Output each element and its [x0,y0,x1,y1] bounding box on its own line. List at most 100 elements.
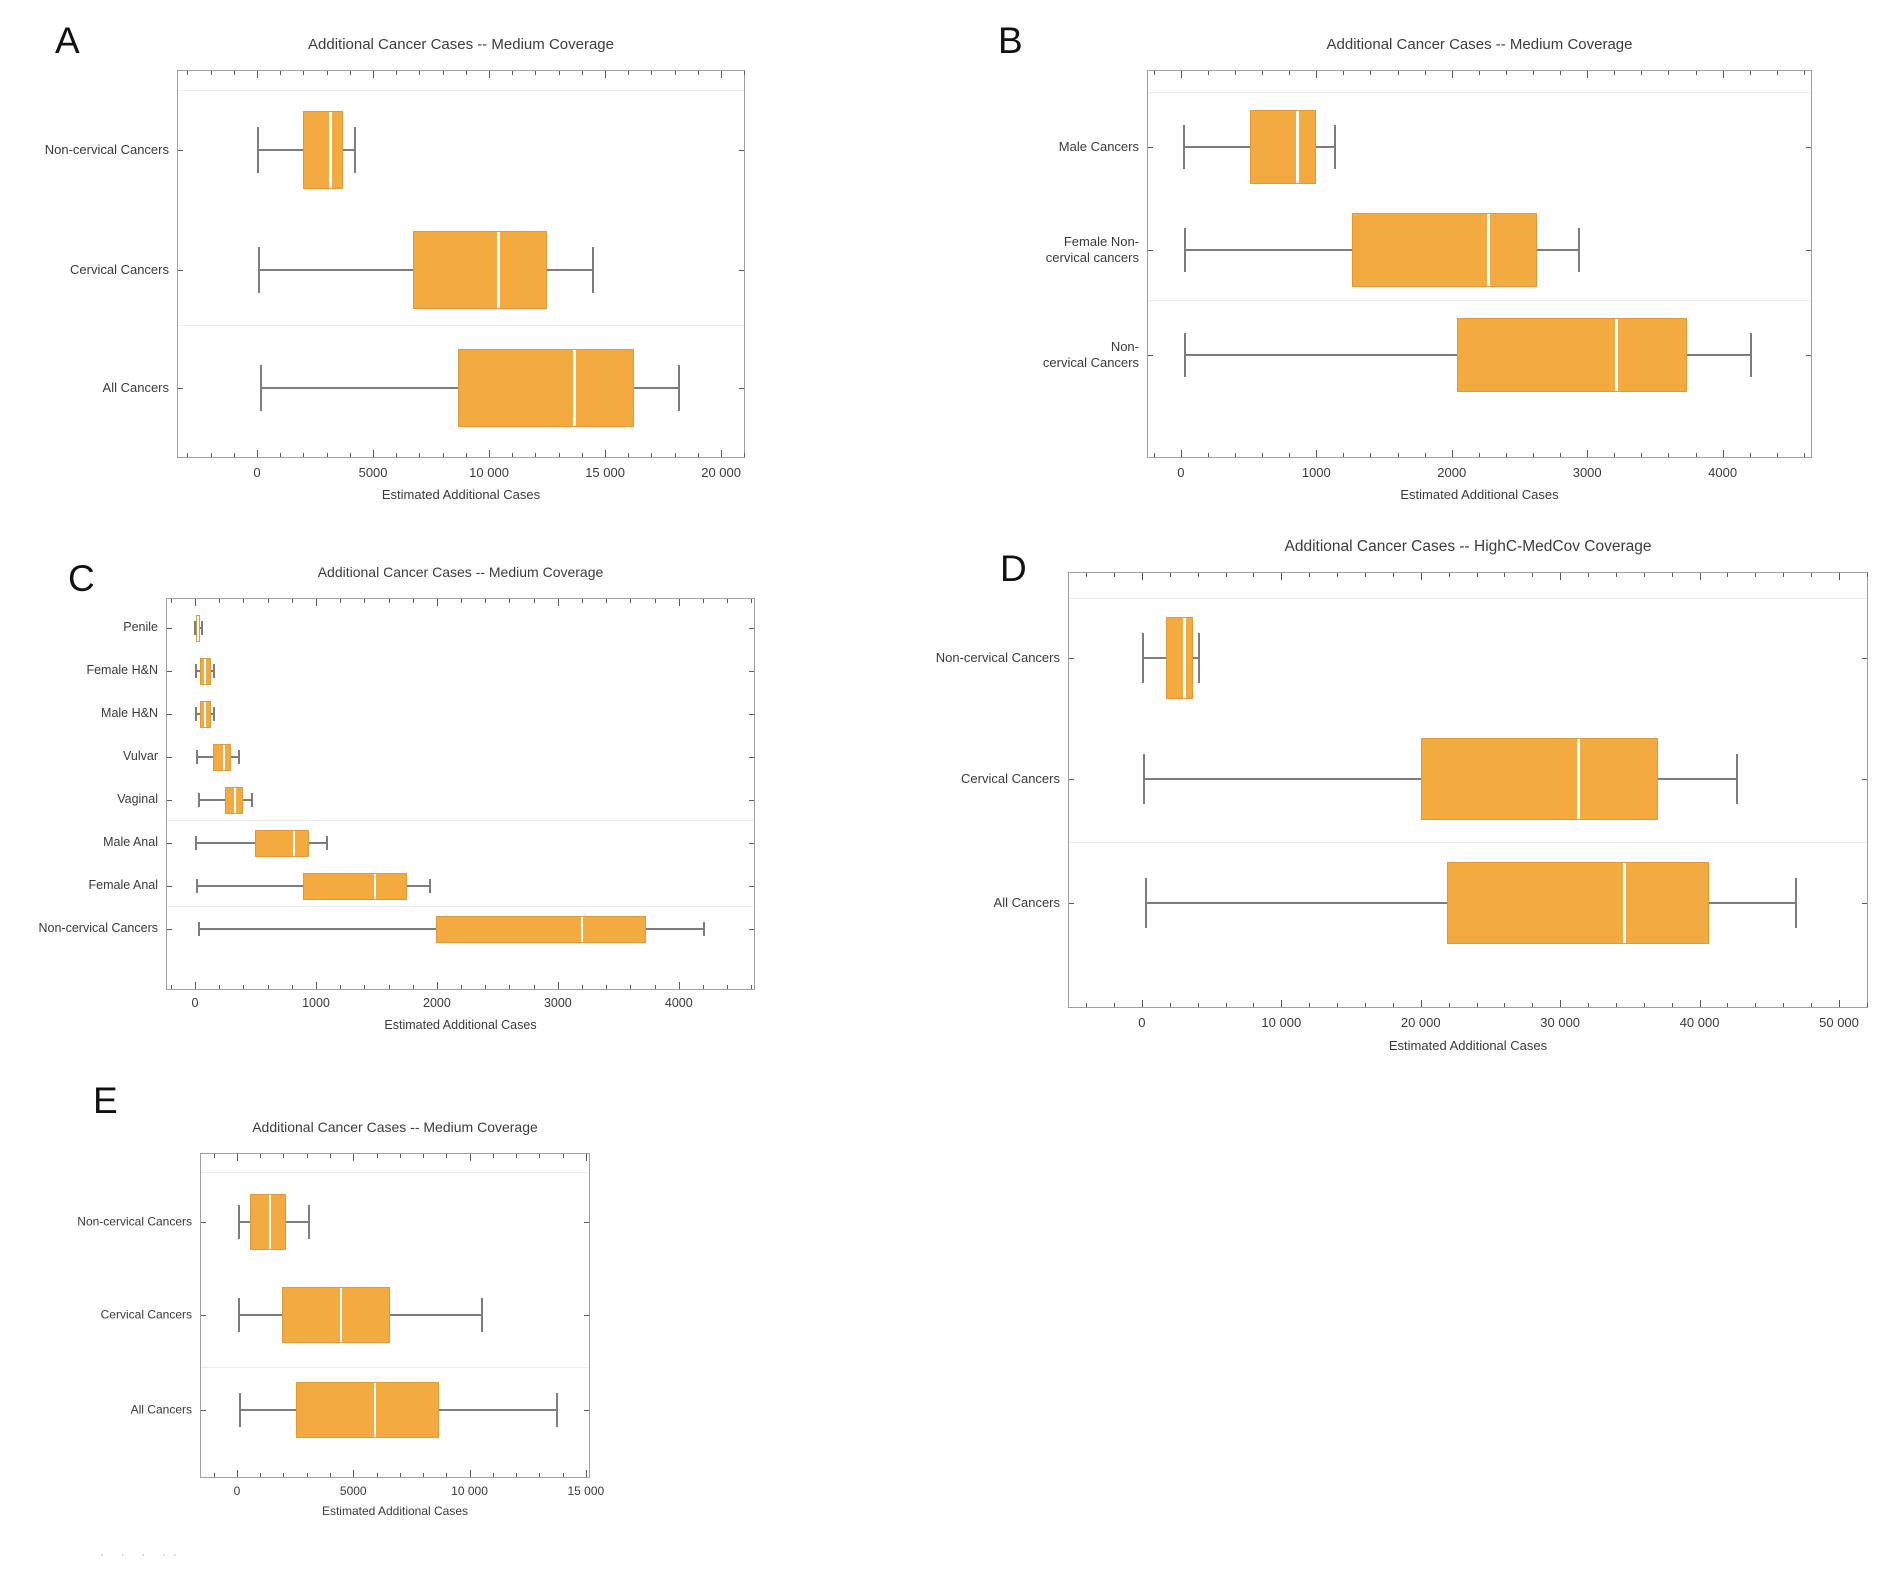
y-axis-tick [167,928,172,930]
median-line [374,1383,377,1437]
axis-tick [436,599,438,606]
axis-tick [654,599,656,603]
whisker-cap [1578,228,1581,272]
axis-tick [1866,573,1868,577]
axis-tick [489,450,491,457]
whisker-cap [1736,754,1739,804]
x-axis-tick-label: 0 [1138,1015,1146,1030]
axis-tick [219,599,221,603]
category-label-line: Cervical Cancers [961,770,1060,786]
panel-D-gridline [1069,842,1867,843]
category-label-line: All Cancers [993,894,1060,910]
x-axis-tick-label: 5000 [339,1484,367,1498]
panel-D-letter: D [1000,548,1027,589]
y-axis-tick [739,269,744,271]
whisker-cap [325,836,328,850]
axis-tick [654,985,656,989]
axis-tick [1803,71,1805,75]
axis-tick [535,71,537,75]
axis-tick [1448,1003,1450,1007]
x-axis-tick-label: 0 [253,465,261,480]
axis-tick [1699,1000,1701,1007]
panel-D-gridline [1069,598,1867,599]
axis-tick [1086,573,1088,577]
axis-tick [1811,1003,1813,1007]
y-axis-tick [1862,657,1867,659]
axis-tick [187,453,189,457]
axis-tick [1197,573,1199,577]
axis-tick [1699,573,1701,580]
axis-tick [257,450,259,457]
axis-tick [606,985,608,989]
axis-tick [721,71,723,78]
whisker-cap [259,365,262,411]
axis-tick [1397,71,1399,75]
category-label-line: cervical cancers [1045,250,1139,265]
whisker-cap [257,127,260,173]
axis-tick [1153,453,1155,457]
axis-tick [283,1473,285,1477]
panel-C-x-axis-title: Estimated Additional Cases [384,1018,537,1032]
axis-tick [727,599,729,603]
axis-tick [1643,573,1645,577]
axis-tick [349,453,351,457]
axis-tick [469,1470,471,1477]
axis-tick [1749,71,1751,75]
category-label: Non-cervical Cancers [32,1215,192,1230]
axis-tick [1671,573,1673,577]
axis-tick [326,71,328,75]
whisker-cap [1145,878,1148,928]
axis-tick [1532,71,1534,75]
category-label: All Cancers [32,1403,192,1418]
axis-tick [492,1473,494,1477]
axis-tick [330,1154,331,1158]
whisker-cap [555,1393,558,1427]
axis-tick [562,1473,564,1477]
iqr-box [303,111,343,189]
category-label-line: All Cancers [102,379,169,395]
whisker-cap [308,1205,311,1239]
axis-tick [340,599,342,603]
y-axis-tick [167,756,172,758]
x-axis-tick-label: 3000 [543,996,572,1010]
axis-tick [557,982,559,989]
axis-tick [1588,573,1590,577]
panel-B-gridline [1148,300,1811,301]
panel-A-x-axis-title: Estimated Additional Cases [381,487,541,502]
y-axis-tick [167,670,172,672]
axis-tick [315,982,317,989]
axis-tick [1337,1003,1339,1007]
axis-tick [1424,453,1426,457]
whisker-cap [195,707,198,721]
median-line [204,701,207,727]
iqr-box [1447,862,1710,944]
axis-tick [1207,71,1209,75]
axis-tick [1668,453,1670,457]
axis-tick [533,599,535,603]
category-label-line: Male Cancers [1058,138,1139,154]
iqr-box [1351,213,1538,287]
axis-tick [364,599,366,603]
axis-tick [388,985,390,989]
y-axis-tick [1069,657,1074,659]
median-line [293,830,296,856]
axis-tick [280,71,282,75]
category-label: Non-cervical Cancers [0,921,158,937]
axis-tick [697,453,699,457]
axis-tick [243,599,245,603]
whisker-cap [1182,125,1185,169]
iqr-box [1457,318,1688,392]
axis-tick [557,599,559,606]
panel-E-letter: E [93,1080,118,1121]
x-axis-tick-label: 10 000 [451,1484,488,1498]
axis-tick [630,599,632,603]
axis-tick [461,985,463,989]
median-line [1623,863,1627,943]
y-axis-tick [1806,146,1811,148]
panel-E-gridline [201,1172,589,1173]
whisker-cap [201,621,204,635]
axis-tick [315,599,317,606]
whisker-cap [428,879,431,893]
axis-tick [1235,453,1237,457]
axis-tick [582,599,584,603]
